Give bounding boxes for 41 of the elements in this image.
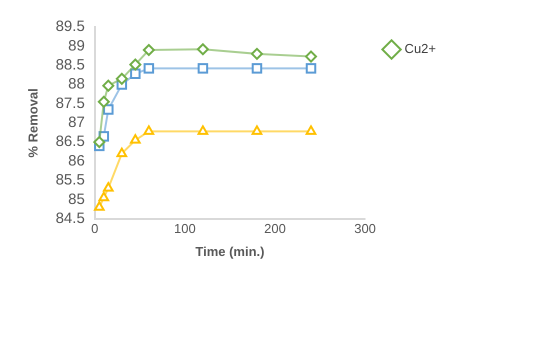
- y-axis-title: % Removal: [25, 88, 40, 158]
- x-tick-label: 300: [354, 221, 376, 236]
- y-tick-label: 85.5: [56, 172, 85, 189]
- point: [252, 125, 262, 135]
- x-axis-title: Time (min.): [195, 244, 264, 259]
- point: [98, 96, 110, 108]
- y-tick-label: 87.5: [56, 94, 85, 112]
- x-tick-label: 200: [264, 221, 286, 236]
- point: [116, 72, 128, 85]
- legend-label: Cu2+: [404, 41, 436, 56]
- point: [305, 50, 318, 63]
- point: [98, 192, 110, 202]
- point: [130, 134, 141, 144]
- y-tick-label: 85: [68, 190, 85, 208]
- point: [102, 80, 114, 92]
- y-tick-label: 87: [68, 114, 85, 132]
- point: [306, 63, 316, 74]
- point: [198, 63, 208, 74]
- y-tick-label: 84.5: [56, 210, 85, 227]
- x-tick-label: 0: [91, 221, 98, 236]
- point: [144, 63, 154, 74]
- point: [102, 182, 114, 192]
- y-tick-label: 89.5: [56, 18, 85, 36]
- y-tick-label: 86.5: [56, 133, 85, 150]
- point: [129, 58, 142, 71]
- y-tick-label: 89: [68, 37, 85, 54]
- y-tick-label: 86: [68, 152, 85, 170]
- y-tick-label: 88.5: [56, 56, 85, 74]
- point: [116, 148, 128, 158]
- point: [198, 125, 208, 135]
- point: [130, 68, 141, 80]
- point: [196, 43, 209, 56]
- point: [142, 44, 155, 56]
- point: [252, 63, 262, 74]
- point: [144, 125, 154, 135]
- point: [93, 136, 106, 148]
- point: [103, 104, 114, 115]
- point: [250, 48, 263, 60]
- y-tick-label: 88: [68, 76, 85, 93]
- point: [306, 125, 316, 135]
- x-tick-label: 100: [174, 221, 196, 236]
